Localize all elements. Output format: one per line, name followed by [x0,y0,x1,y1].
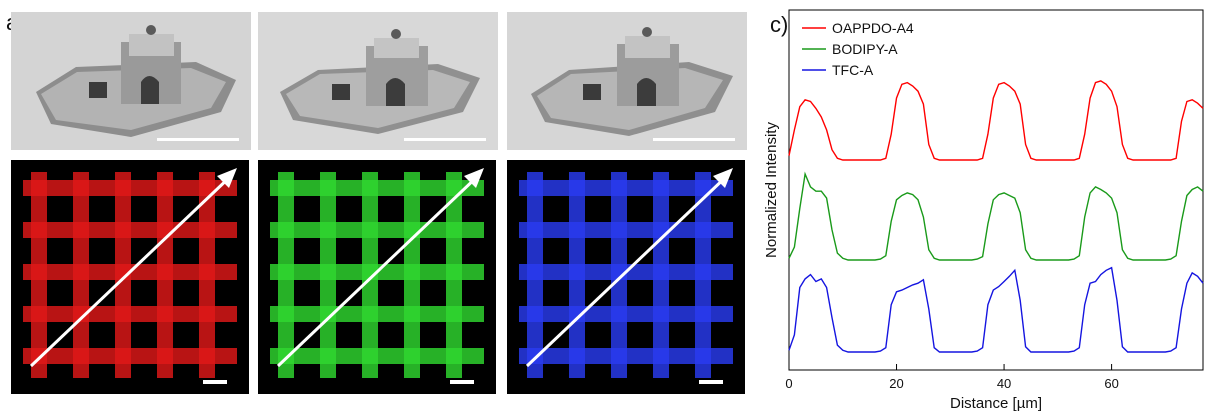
grid-horizontal-bar [519,348,733,364]
grid-horizontal-bar [23,180,237,196]
profile-arrow-line [525,172,731,368]
x-tick-label: 40 [997,376,1011,391]
series-line-tfc-a [788,266,1204,353]
profile-arrow-line [276,172,482,368]
grid-horizontal-bar [23,306,237,322]
arrow-head-icon [464,168,484,188]
x-tick-label: 60 [1104,376,1118,391]
arrow-head-icon [713,168,733,188]
grid-horizontal-bar [270,180,484,196]
grid-bars [23,172,237,378]
x-axis-label: Distance [µm] [950,395,1042,412]
grid-horizontal-bar [519,222,733,238]
series-line-bodipy-a [788,171,1204,261]
series-line-oappdo-a4 [788,80,1204,161]
legend-label: OAPPDO-A4 [832,20,914,36]
x-tick-label: 20 [889,376,903,391]
sem-image-boat-2 [258,12,498,150]
grid-horizontal-bar [519,306,733,322]
sem-image-boat-1 [11,12,251,150]
fluorescence-grid-blue [507,160,745,394]
intensity-profile-chart: 0 20 40 60 OAPPDO-A4 BODIPY-A TFC-A Normalize… [763,9,1204,412]
fluorescence-grid-green [258,160,496,394]
grid-horizontal-bar [270,306,484,322]
grid-horizontal-bar [23,348,237,364]
y-axis-label: Normalized Intensity [763,122,780,258]
scale-bar [203,380,227,384]
plot-frame [788,9,1204,371]
chart-legend: OAPPDO-A4 BODIPY-A TFC-A [802,20,914,78]
arrow-head-icon [217,168,237,188]
legend-label: TFC-A [832,62,874,78]
grid-horizontal-bar [519,180,733,196]
grid-horizontal-bar [270,222,484,238]
scale-bar [699,380,723,384]
scale-bar [450,380,474,384]
legend-label: BODIPY-A [832,41,898,57]
grid-horizontal-bar [23,222,237,238]
sem-image-boat-3 [507,12,747,150]
fluorescence-grid-red [11,160,249,394]
x-tick-label: 0 [785,376,792,391]
grid-bars [270,172,484,378]
grid-horizontal-bar [270,348,484,364]
grid-bars [519,172,733,378]
panel-label-c: c) [770,12,789,37]
profile-arrow-line [29,172,235,368]
